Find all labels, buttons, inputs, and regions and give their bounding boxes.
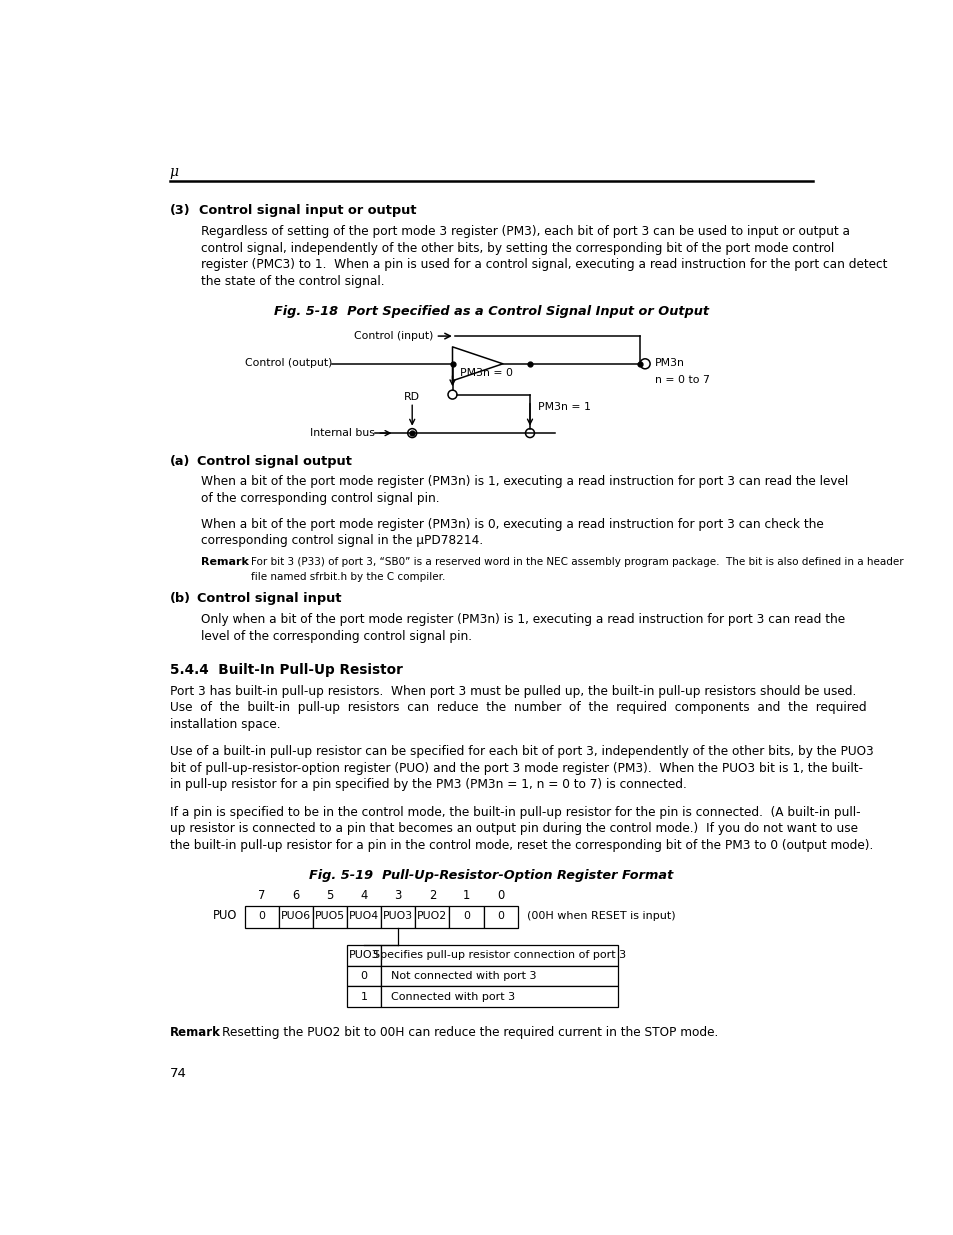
Bar bbox=[415, 906, 449, 927]
Text: For bit 3 (P33) of port 3, “SB0” is a reserved word in the NEC assembly program : For bit 3 (P33) of port 3, “SB0” is a re… bbox=[251, 557, 902, 567]
Text: level of the corresponding control signal pin.: level of the corresponding control signa… bbox=[200, 630, 471, 643]
Text: PUO: PUO bbox=[213, 909, 236, 923]
Text: control signal, independently of the other bits, by setting the corresponding bi: control signal, independently of the oth… bbox=[200, 242, 833, 254]
Text: When a bit of the port mode register (PM3n) is 0, executing a read instruction f: When a bit of the port mode register (PM… bbox=[200, 517, 822, 531]
Text: Internal bus: Internal bus bbox=[310, 427, 375, 437]
Text: (a): (a) bbox=[170, 454, 190, 468]
Text: of the corresponding control signal pin.: of the corresponding control signal pin. bbox=[200, 492, 438, 505]
Bar bbox=[449, 906, 483, 927]
Text: Fig. 5-18  Port Specified as a Control Signal Input or Output: Fig. 5-18 Port Specified as a Control Si… bbox=[274, 305, 708, 319]
Text: μ: μ bbox=[170, 165, 178, 179]
Bar bbox=[381, 906, 415, 927]
Text: PUO4: PUO4 bbox=[349, 911, 378, 921]
Text: PM3n = 1: PM3n = 1 bbox=[537, 403, 590, 412]
Text: 7: 7 bbox=[258, 889, 265, 903]
Text: Remark: Remark bbox=[200, 557, 248, 567]
Text: (3): (3) bbox=[170, 204, 190, 216]
Text: Port 3 has built-in pull-up resistors.  When port 3 must be pulled up, the built: Port 3 has built-in pull-up resistors. W… bbox=[170, 685, 855, 698]
Text: Not connected with port 3: Not connected with port 3 bbox=[390, 971, 536, 981]
Text: 0: 0 bbox=[360, 971, 367, 981]
Text: Specifies pull-up resistor connection of port 3: Specifies pull-up resistor connection of… bbox=[373, 950, 625, 960]
Text: 1: 1 bbox=[462, 889, 470, 903]
Text: n = 0 to 7: n = 0 to 7 bbox=[654, 375, 709, 385]
Text: bit of pull-up-resistor-option register (PUO) and the port 3 mode register (PM3): bit of pull-up-resistor-option register … bbox=[170, 762, 862, 774]
Text: Control (input): Control (input) bbox=[354, 331, 433, 341]
Text: Control signal input: Control signal input bbox=[196, 593, 341, 605]
Text: 0: 0 bbox=[497, 889, 503, 903]
Text: PUO3: PUO3 bbox=[349, 950, 379, 960]
Text: If a pin is specified to be in the control mode, the built-in pull-up resistor f: If a pin is specified to be in the contr… bbox=[170, 805, 860, 819]
Text: RD: RD bbox=[404, 391, 419, 401]
Text: Only when a bit of the port mode register (PM3n) is 1, executing a read instruct: Only when a bit of the port mode registe… bbox=[200, 614, 843, 626]
Text: Connected with port 3: Connected with port 3 bbox=[390, 992, 514, 1002]
Bar bbox=[347, 945, 381, 966]
Bar bbox=[278, 906, 313, 927]
Text: 3: 3 bbox=[395, 889, 401, 903]
Text: Control signal input or output: Control signal input or output bbox=[199, 204, 416, 216]
Text: Control (output): Control (output) bbox=[245, 358, 332, 368]
Text: 2: 2 bbox=[428, 889, 436, 903]
Bar bbox=[245, 906, 278, 927]
Text: PM3n: PM3n bbox=[654, 358, 684, 368]
Text: 0: 0 bbox=[462, 911, 470, 921]
Text: (00H when RESET is input): (00H when RESET is input) bbox=[526, 911, 675, 921]
Text: the state of the control signal.: the state of the control signal. bbox=[200, 275, 384, 288]
Text: corresponding control signal in the μPD78214.: corresponding control signal in the μPD7… bbox=[200, 535, 482, 547]
Text: 0: 0 bbox=[497, 911, 503, 921]
Text: Use of a built-in pull-up resistor can be specified for each bit of port 3, inde: Use of a built-in pull-up resistor can b… bbox=[170, 746, 872, 758]
Text: 6: 6 bbox=[292, 889, 299, 903]
Bar bbox=[347, 906, 381, 927]
Text: installation space.: installation space. bbox=[170, 718, 280, 731]
Text: 4: 4 bbox=[360, 889, 368, 903]
Text: Use  of  the  built-in  pull-up  resistors  can  reduce  the  number  of  the  r: Use of the built-in pull-up resistors ca… bbox=[170, 701, 865, 714]
Text: PUO6: PUO6 bbox=[280, 911, 311, 921]
Text: register (PMC3) to 1.  When a pin is used for a control signal, executing a read: register (PMC3) to 1. When a pin is used… bbox=[200, 258, 886, 272]
Bar bbox=[381, 966, 617, 987]
Text: 5: 5 bbox=[326, 889, 334, 903]
Text: Resetting the PUO2 bit to 00H can reduce the required current in the STOP mode.: Resetting the PUO2 bit to 00H can reduce… bbox=[221, 1026, 717, 1040]
Text: the built-in pull-up resistor for a pin in the control mode, reset the correspon: the built-in pull-up resistor for a pin … bbox=[170, 839, 872, 852]
Text: PM3n = 0: PM3n = 0 bbox=[459, 368, 513, 378]
Text: PUO5: PUO5 bbox=[314, 911, 345, 921]
Text: PUO3: PUO3 bbox=[383, 911, 413, 921]
Bar bbox=[381, 945, 617, 966]
Text: up resistor is connected to a pin that becomes an output pin during the control : up resistor is connected to a pin that b… bbox=[170, 823, 857, 835]
Text: PUO2: PUO2 bbox=[416, 911, 447, 921]
Text: 1: 1 bbox=[360, 992, 367, 1002]
Text: 0: 0 bbox=[258, 911, 265, 921]
Bar bbox=[381, 987, 617, 1007]
Bar bbox=[347, 987, 381, 1007]
Text: Regardless of setting of the port mode 3 register (PM3), each bit of port 3 can : Regardless of setting of the port mode 3… bbox=[200, 225, 849, 238]
Bar bbox=[313, 906, 347, 927]
Bar bbox=[483, 906, 517, 927]
Text: Remark: Remark bbox=[170, 1026, 220, 1040]
Text: in pull-up resistor for a pin specified by the PM3 (PM3n = 1, n = 0 to 7) is con: in pull-up resistor for a pin specified … bbox=[170, 778, 685, 792]
Text: 5.4.4  Built-In Pull-Up Resistor: 5.4.4 Built-In Pull-Up Resistor bbox=[170, 663, 402, 677]
Text: 74: 74 bbox=[170, 1067, 186, 1079]
Bar bbox=[347, 966, 381, 987]
Text: (b): (b) bbox=[170, 593, 191, 605]
Text: file named sfrbit.h by the C compiler.: file named sfrbit.h by the C compiler. bbox=[251, 572, 445, 582]
Text: Fig. 5-19  Pull-Up-Resistor-Option Register Format: Fig. 5-19 Pull-Up-Resistor-Option Regist… bbox=[309, 869, 673, 882]
Text: Control signal output: Control signal output bbox=[196, 454, 352, 468]
Text: When a bit of the port mode register (PM3n) is 1, executing a read instruction f: When a bit of the port mode register (PM… bbox=[200, 475, 847, 489]
